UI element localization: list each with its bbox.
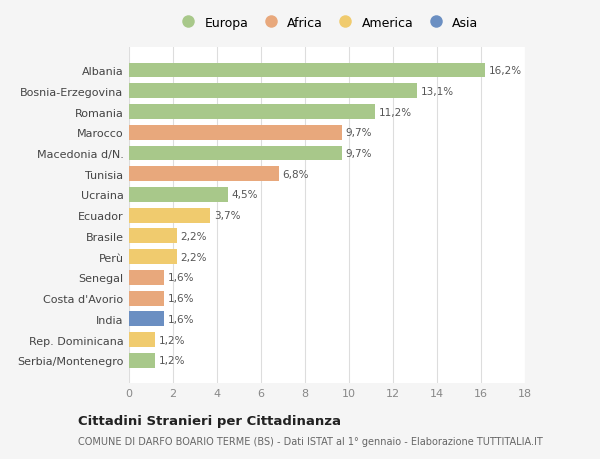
Text: 6,8%: 6,8% [282, 169, 308, 179]
Text: 16,2%: 16,2% [488, 66, 522, 76]
Text: 1,6%: 1,6% [167, 293, 194, 303]
Text: 9,7%: 9,7% [346, 128, 372, 138]
Text: COMUNE DI DARFO BOARIO TERME (BS) - Dati ISTAT al 1° gennaio - Elaborazione TUTT: COMUNE DI DARFO BOARIO TERME (BS) - Dati… [78, 436, 543, 446]
Text: 1,6%: 1,6% [167, 314, 194, 324]
Bar [129, 125, 343, 140]
Text: 2,2%: 2,2% [181, 231, 207, 241]
Bar [129, 229, 178, 244]
Bar [129, 63, 485, 78]
Bar [129, 167, 278, 182]
Bar [129, 146, 343, 161]
Bar [129, 84, 417, 99]
Legend: Europa, Africa, America, Asia: Europa, Africa, America, Asia [173, 14, 481, 32]
Text: 4,5%: 4,5% [232, 190, 258, 200]
Bar [129, 250, 178, 264]
Bar [129, 291, 164, 306]
Text: 11,2%: 11,2% [379, 107, 412, 117]
Bar [129, 312, 164, 327]
Text: 1,2%: 1,2% [158, 335, 185, 345]
Bar [129, 105, 376, 120]
Text: 13,1%: 13,1% [421, 87, 454, 96]
Text: 2,2%: 2,2% [181, 252, 207, 262]
Text: 9,7%: 9,7% [346, 149, 372, 159]
Bar [129, 188, 228, 202]
Bar [129, 332, 155, 347]
Text: 1,6%: 1,6% [167, 273, 194, 283]
Text: Cittadini Stranieri per Cittadinanza: Cittadini Stranieri per Cittadinanza [78, 414, 341, 428]
Text: 1,2%: 1,2% [158, 356, 185, 365]
Bar [129, 208, 211, 223]
Bar [129, 270, 164, 285]
Bar [129, 353, 155, 368]
Text: 3,7%: 3,7% [214, 211, 240, 221]
